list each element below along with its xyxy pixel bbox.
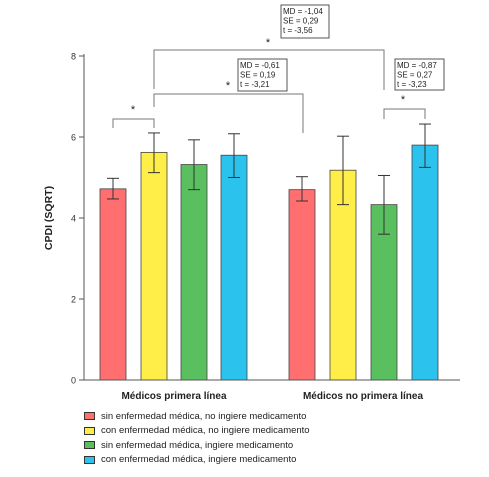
group-label-2: Médicos no primera línea: [303, 391, 423, 402]
stats-line: SE = 0,29: [283, 17, 319, 26]
stats-line: SE = 0,27: [397, 71, 433, 80]
y-axis-ticks: 0 2 4 6 8: [71, 52, 84, 386]
stats-line: t = -3,23: [397, 80, 427, 89]
y-axis-label: CPDI (SQRT): [43, 186, 55, 250]
legend-swatch: [84, 412, 95, 421]
significance-star: *: [266, 37, 271, 49]
y-tick-label: 6: [71, 133, 76, 143]
significance-star: *: [401, 94, 406, 106]
legend-swatch: [84, 426, 95, 435]
legend-swatch: [84, 455, 95, 464]
legend-label: sin enfermedad médica, no ingiere medica…: [101, 410, 307, 422]
stats-line: MD = -0,61: [240, 61, 280, 70]
legend-label: sin enfermedad médica, ingiere medicamen…: [101, 439, 294, 451]
bar: [99, 188, 127, 381]
stats-line: t = -3,21: [240, 80, 270, 89]
stats-box: [280, 4, 330, 39]
legend-item: sin enfermedad médica, ingiere medicamen…: [84, 438, 310, 453]
bar: [411, 144, 439, 381]
significance-bracket: [383, 108, 426, 119]
stats-box: [237, 58, 288, 92]
legend-label: con enfermedad médica, ingiere medicamen…: [101, 454, 297, 466]
y-tick-label: 0: [71, 376, 76, 386]
legend-swatch: [84, 441, 95, 450]
bar: [180, 164, 208, 381]
legend: sin enfermedad médica, no ingiere medica…: [84, 409, 310, 467]
significance-star: *: [226, 80, 231, 92]
legend-label: con enfermedad médica, no ingiere medica…: [101, 425, 310, 437]
significance-star: *: [131, 104, 136, 116]
stats-line: MD = -0,87: [397, 61, 437, 70]
stats-line: t = -3,56: [283, 26, 313, 35]
significance-bracket: [153, 49, 385, 90]
legend-item: con enfermedad médica, no ingiere medica…: [84, 424, 310, 439]
bar: [140, 151, 168, 381]
stats-line: SE = 0,19: [240, 71, 276, 80]
significance-bracket: [112, 118, 155, 128]
legend-item: con enfermedad médica, ingiere medicamen…: [84, 453, 310, 468]
y-tick-label: 2: [71, 295, 76, 305]
bar: [288, 189, 316, 381]
bar: [329, 169, 357, 381]
bars: [99, 123, 439, 381]
legend-item: sin enfermedad médica, no ingiere medica…: [84, 409, 310, 424]
significance-bracket: [153, 93, 304, 133]
bar: [220, 154, 248, 381]
y-tick-label: 4: [71, 214, 76, 224]
y-tick-label: 8: [71, 52, 76, 62]
group-label-1: Médicos primera línea: [121, 391, 226, 402]
stats-line: MD = -1,04: [283, 7, 323, 16]
stats-box: [394, 58, 445, 91]
